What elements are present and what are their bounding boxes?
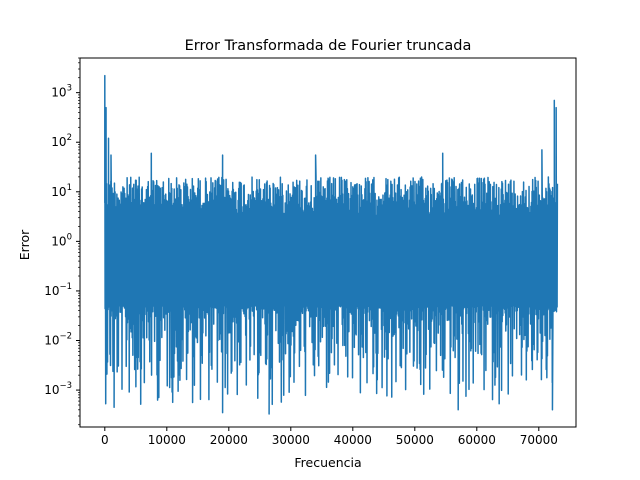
x-tick-label: 30000 bbox=[272, 433, 310, 447]
x-tick-label: 70000 bbox=[520, 433, 558, 447]
x-tick-label: 0 bbox=[101, 433, 109, 447]
y-tick-label: 103 bbox=[51, 84, 72, 100]
x-tick-label: 20000 bbox=[210, 433, 248, 447]
x-axis-label: Frecuencia bbox=[294, 455, 361, 470]
y-tick-label: 10−3 bbox=[44, 381, 72, 397]
y-tick-label: 10−1 bbox=[44, 282, 72, 298]
x-axis: 0 10000 20000 30000 40000 50000 60000 70000 bbox=[101, 427, 558, 447]
x-tick-label: 10000 bbox=[148, 433, 186, 447]
y-tick-label: 102 bbox=[51, 133, 72, 149]
plot-area bbox=[79, 57, 577, 428]
y-tick-label: 101 bbox=[51, 183, 72, 199]
y-tick-label: 10−2 bbox=[44, 332, 72, 348]
axes-frame bbox=[79, 57, 577, 428]
x-tick-label: 40000 bbox=[334, 433, 372, 447]
chart-title: Error Transformada de Fourier truncada bbox=[185, 38, 472, 54]
y-axis: 10−3 10−2 10−1 100 101 102 103 bbox=[44, 57, 80, 426]
y-tick-label: 100 bbox=[51, 232, 72, 248]
x-tick-label: 50000 bbox=[396, 433, 434, 447]
y-axis-label: Error bbox=[17, 229, 32, 260]
x-tick-label: 60000 bbox=[458, 433, 496, 447]
series-line bbox=[104, 74, 559, 415]
